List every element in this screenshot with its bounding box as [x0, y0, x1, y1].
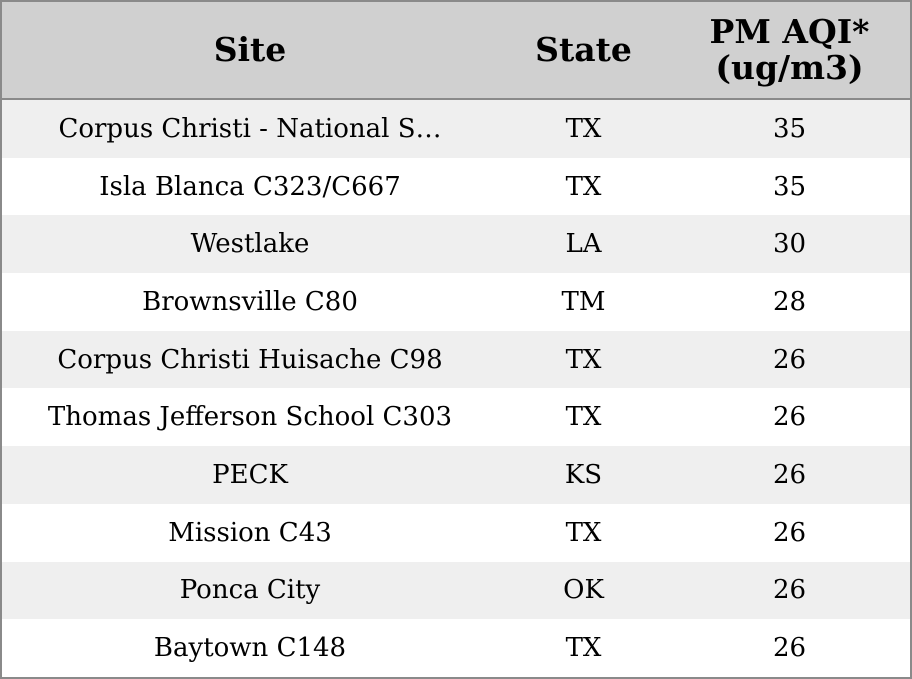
header-state: State — [535, 30, 632, 69]
pm-aqi-cell: 35 — [772, 113, 807, 144]
site-cell: Baytown C148 — [153, 633, 347, 664]
site-cell: Mission C43 — [168, 517, 332, 548]
pm-aqi-cell: 30 — [772, 229, 807, 260]
state-cell: KS — [564, 459, 603, 490]
table-row: Isla Blanca C323/C667 TX 35 — [2, 157, 910, 216]
site-cell: Thomas Jefferson School C303 — [47, 402, 453, 433]
state-cell: TX — [565, 171, 602, 202]
pm-aqi-cell: 28 — [772, 286, 807, 317]
site-cell: Isla Blanca C323/C667 — [99, 171, 401, 202]
site-cell: Corpus Christi - National S… — [58, 113, 442, 144]
pm-aqi-cell: 26 — [772, 402, 807, 433]
table-row: Corpus Christi Huisache C98 TX 26 — [2, 330, 910, 389]
table-row: Ponca City OK 26 — [2, 561, 910, 620]
table-row: Corpus Christi - National S… TX 35 — [2, 100, 910, 158]
state-cell: TX — [565, 517, 602, 548]
table-row: PECK KS 26 — [2, 446, 910, 504]
state-cell: TX — [565, 344, 602, 375]
table-row: Brownsville C80 TM 28 — [2, 273, 910, 331]
pm-aqi-cell: 26 — [772, 575, 807, 606]
state-cell: OK — [563, 575, 604, 606]
table-row: Mission C43 TX 26 — [2, 503, 910, 562]
site-cell: PECK — [212, 459, 288, 490]
pm-aqi-cell: 26 — [772, 344, 807, 375]
table-header: Site State PM AQI* (ug/m3) — [2, 2, 910, 100]
state-cell: TX — [565, 633, 602, 664]
pm-aqi-cell: 26 — [772, 459, 807, 490]
header-pm-aqi: PM AQI* (ug/m3) — [709, 12, 870, 87]
table-row: Thomas Jefferson School C303 TX 26 — [2, 388, 910, 447]
table-row: Baytown C148 TX 26 — [2, 619, 910, 677]
site-cell: Brownsville C80 — [142, 286, 358, 317]
state-cell: TM — [561, 286, 606, 317]
site-cell: Ponca City — [179, 575, 321, 606]
state-cell: TX — [565, 402, 602, 433]
site-cell: Corpus Christi Huisache C98 — [57, 344, 443, 375]
header-site: Site — [213, 30, 287, 69]
site-cell: Westlake — [190, 229, 310, 260]
state-cell: TX — [565, 113, 602, 144]
pm-aqi-cell: 35 — [772, 171, 807, 202]
state-cell: LA — [565, 229, 602, 260]
pm-aqi-cell: 26 — [772, 633, 807, 664]
table-row: Westlake LA 30 — [2, 215, 910, 274]
pm-aqi-cell: 26 — [772, 517, 807, 548]
table-body: Corpus Christi - National S… TX 35 Isla … — [2, 100, 910, 677]
